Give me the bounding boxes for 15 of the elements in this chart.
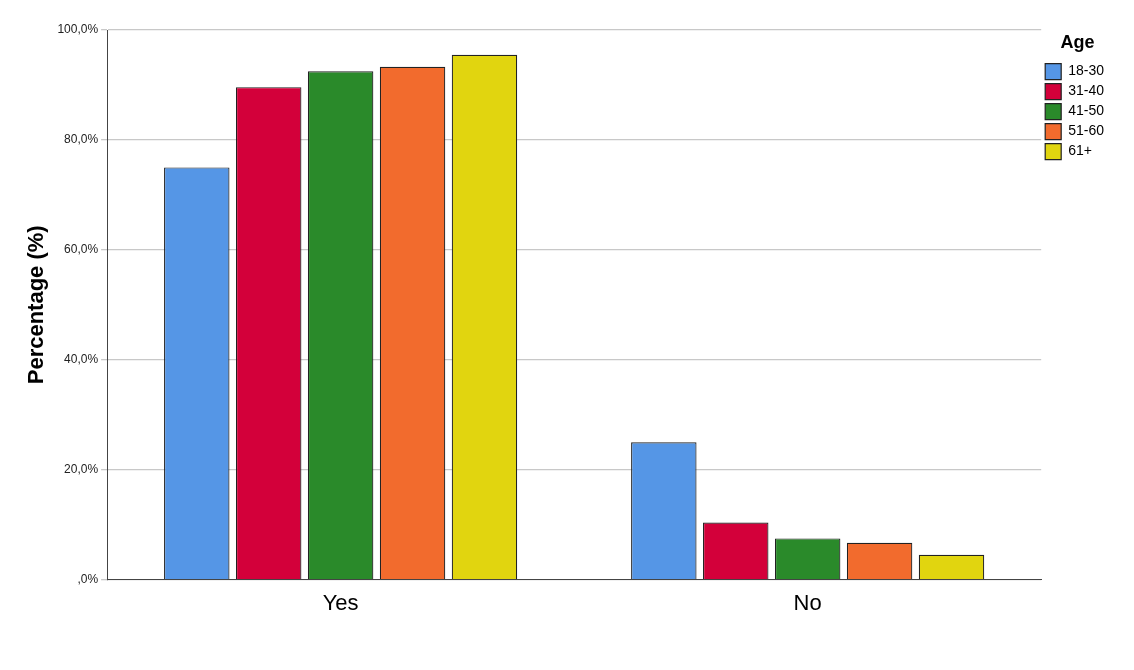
y-tick-label: ,0% bbox=[77, 571, 99, 586]
legend-label: 41-50 bbox=[1068, 102, 1105, 119]
y-tick-label: 20,0% bbox=[64, 461, 99, 476]
y-tick-label: 60,0% bbox=[64, 242, 99, 257]
legend-label: 31-40 bbox=[1068, 82, 1105, 99]
y-tick-label: 40,0% bbox=[64, 352, 99, 367]
y-tick-label: 100,0% bbox=[57, 22, 99, 37]
y-axis-title: Percentage (%) bbox=[23, 225, 49, 385]
legend-title: Age bbox=[1060, 31, 1095, 52]
legend-label: 18-30 bbox=[1068, 62, 1105, 79]
y-tick-label: 80,0% bbox=[64, 132, 99, 147]
x-tick-label: Yes bbox=[322, 589, 359, 615]
legend-label: 51-60 bbox=[1068, 122, 1105, 139]
x-tick-label: No bbox=[793, 589, 822, 615]
legend-label: 61+ bbox=[1068, 142, 1092, 159]
